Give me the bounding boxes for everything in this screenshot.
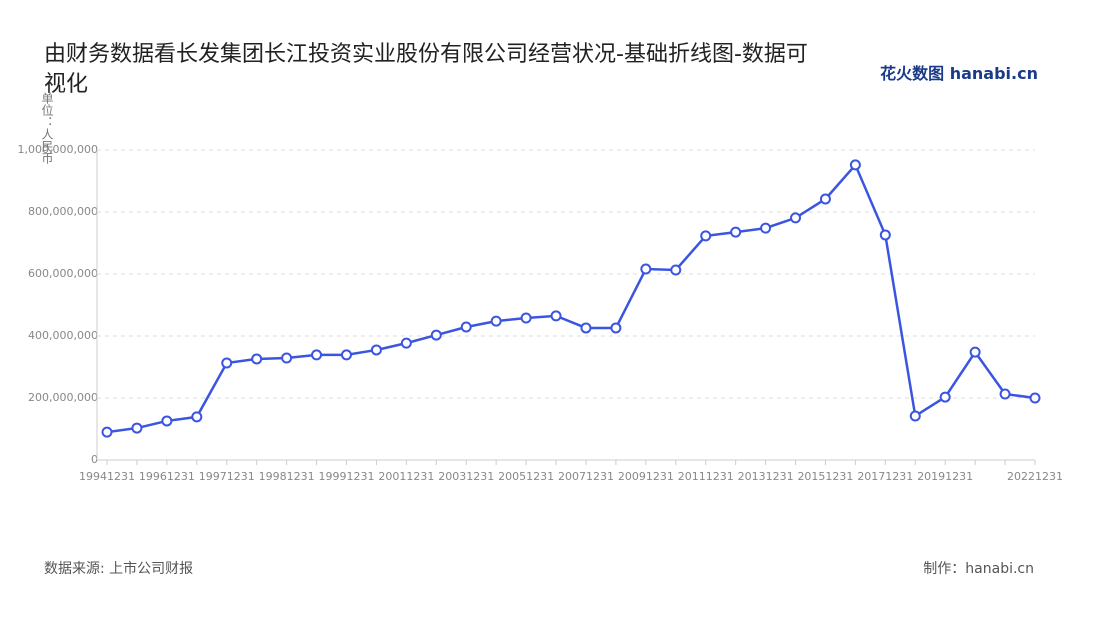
x-tick-label: 20191231: [917, 470, 973, 483]
point: [400, 337, 412, 349]
point: [640, 263, 652, 275]
point: [849, 159, 861, 171]
y-tick-label: 400,000,000: [28, 329, 98, 342]
logo: 花火数图 hanabi.cn: [880, 64, 1038, 83]
point: [520, 312, 532, 324]
y-tick-label: 200,000,000: [28, 391, 98, 404]
x-tick-label: 19991231: [318, 470, 374, 483]
x-tick-label: 20221231: [1007, 470, 1063, 483]
point: [1029, 392, 1041, 404]
point: [790, 212, 802, 224]
y-tick-label: 800,000,000: [28, 205, 98, 218]
credit: 制作：hanabi.cn: [923, 561, 1034, 577]
point: [819, 193, 831, 205]
source: 数据来源: 上市公司财报: [44, 561, 194, 577]
x-tick-label: 20051231: [498, 470, 554, 483]
point: [999, 388, 1011, 400]
point: [969, 346, 981, 358]
y-tick-label: 600,000,000: [28, 267, 98, 280]
point: [490, 315, 502, 327]
y-tick-label: 0: [91, 453, 98, 466]
point: [670, 264, 682, 276]
line: [106, 162, 1036, 434]
point: [909, 410, 921, 422]
point: [939, 391, 951, 403]
x-tick-label: 19981231: [259, 470, 315, 483]
point: [430, 329, 442, 341]
point: [131, 422, 143, 434]
y-axis-label: 单位：人民币: [40, 92, 54, 164]
x-tick-label: 20031231: [438, 470, 494, 483]
point: [161, 415, 173, 427]
x-tick-label: 19941231: [79, 470, 135, 483]
x-tick-label: 19961231: [139, 470, 195, 483]
x-tick-label: 19971231: [199, 470, 255, 483]
point: [221, 357, 233, 369]
x-tick-label: 20151231: [797, 470, 853, 483]
point: [580, 322, 592, 334]
y-tick-label: 1,000,000,000: [18, 143, 98, 156]
point: [550, 310, 562, 322]
point: [191, 411, 203, 423]
point: [340, 349, 352, 361]
point: [281, 352, 293, 364]
x-tick-label: 20111231: [678, 470, 734, 483]
x-tick-label: 20091231: [618, 470, 674, 483]
point: [610, 322, 622, 334]
x-tick-label: 20171231: [857, 470, 913, 483]
point: [101, 426, 113, 438]
point: [730, 226, 742, 238]
chart-title: 由财务数据看长发集团长江投资实业股份有限公司经营状况-基础折线图-数据可视化: [44, 42, 808, 97]
point: [370, 344, 382, 356]
x-tick-label: 20071231: [558, 470, 614, 483]
point: [760, 222, 772, 234]
point: [879, 229, 891, 241]
x-tick-label: 20131231: [738, 470, 794, 483]
x-tick-label: 20011231: [378, 470, 434, 483]
point: [251, 353, 263, 365]
point: [311, 349, 323, 361]
point: [460, 321, 472, 333]
point: [700, 230, 712, 242]
